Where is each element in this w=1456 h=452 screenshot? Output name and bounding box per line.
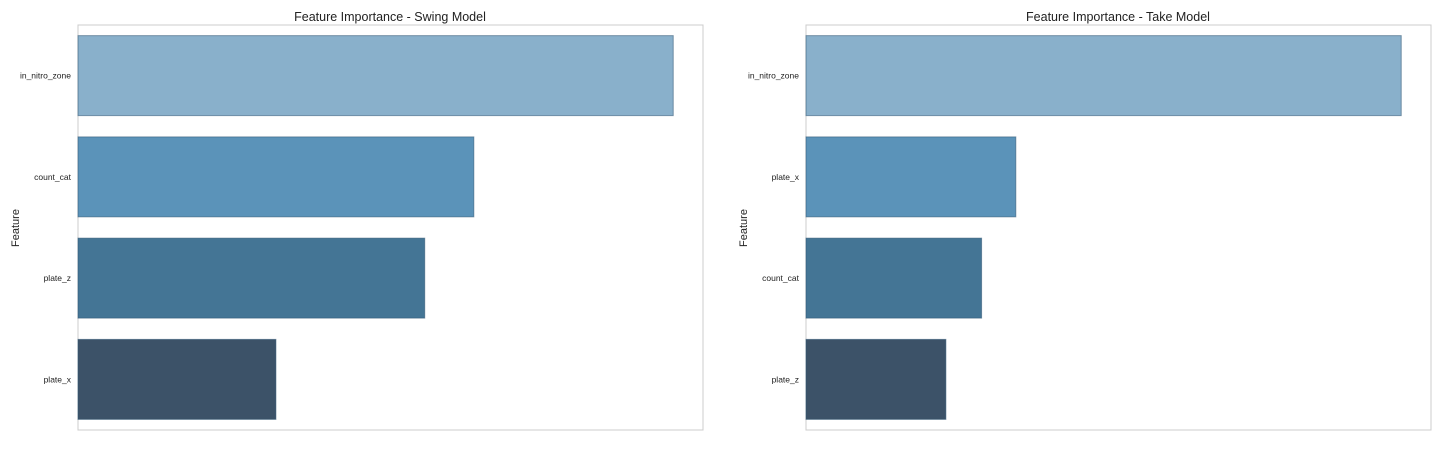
plot-frame — [805, 24, 1432, 431]
bar-plate_z — [77, 237, 426, 319]
plot-frame — [77, 24, 704, 431]
y-tick-label: plate_z — [772, 374, 799, 384]
y-ticks-group: in_nitro_zone plate_x count_cat plate_z — [748, 71, 800, 385]
y-tick-label: count_cat — [34, 172, 71, 182]
bar-plate_x — [805, 136, 1017, 218]
bar-count_cat — [805, 237, 983, 319]
bars-group — [805, 35, 1402, 420]
y-axis-label: Feature — [10, 209, 22, 247]
y-tick-label: in_nitro_zone — [748, 71, 799, 81]
y-tick-label: plate_z — [44, 273, 71, 283]
y-tick-label: plate_x — [44, 374, 72, 384]
bar-count_cat — [77, 136, 475, 218]
y-tick-label: plate_x — [772, 172, 800, 182]
bar-plate_z — [805, 338, 947, 420]
bars-group — [77, 35, 674, 420]
chart-title: Feature Importance - Swing Model — [294, 10, 486, 24]
y-ticks-group: in_nitro_zone count_cat plate_z plate_x — [20, 71, 72, 385]
bar-plate_x — [77, 338, 277, 420]
take-model-chart: Feature Importance - Take Model Feature … — [738, 10, 1432, 431]
swing-model-chart: Feature Importance - Swing Model Feature… — [10, 10, 704, 431]
chart-title: Feature Importance - Take Model — [1026, 10, 1210, 24]
y-axis-label: Feature — [738, 209, 750, 247]
bar-in_nitro_zone — [77, 35, 674, 117]
bar-in_nitro_zone — [805, 35, 1402, 117]
y-tick-label: count_cat — [762, 273, 799, 283]
y-tick-label: in_nitro_zone — [20, 71, 71, 81]
